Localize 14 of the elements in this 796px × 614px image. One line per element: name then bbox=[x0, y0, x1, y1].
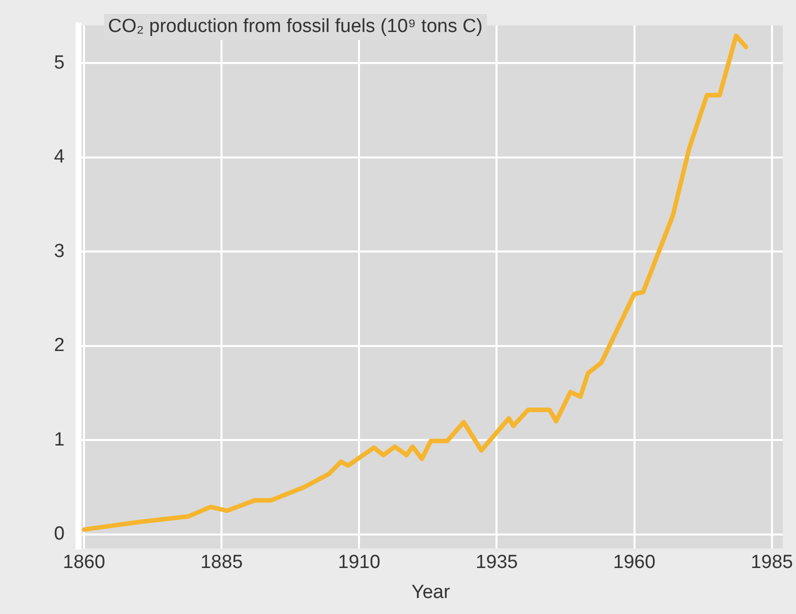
x-tick-label: 1910 bbox=[338, 552, 380, 574]
y-tick-label: 4 bbox=[54, 146, 65, 168]
x-tick-label: 1985 bbox=[750, 552, 794, 574]
y-tick-label: 0 bbox=[54, 524, 65, 544]
chart-title: CO₂ production from fossil fuels (10⁹ tons C) bbox=[104, 14, 487, 40]
x-tick-label: 1885 bbox=[200, 552, 243, 574]
y-tick-label: 5 bbox=[54, 52, 65, 74]
y-tick-label: 1 bbox=[54, 429, 65, 450]
x-tick-label: 1960 bbox=[613, 552, 656, 574]
y-tick-label: 2 bbox=[54, 335, 65, 356]
x-tick-label: 1935 bbox=[476, 552, 518, 574]
x-tick-label: 1860 bbox=[62, 552, 106, 574]
x-axis-title: Year bbox=[412, 582, 451, 603]
y-tick-label: 3 bbox=[54, 240, 65, 262]
